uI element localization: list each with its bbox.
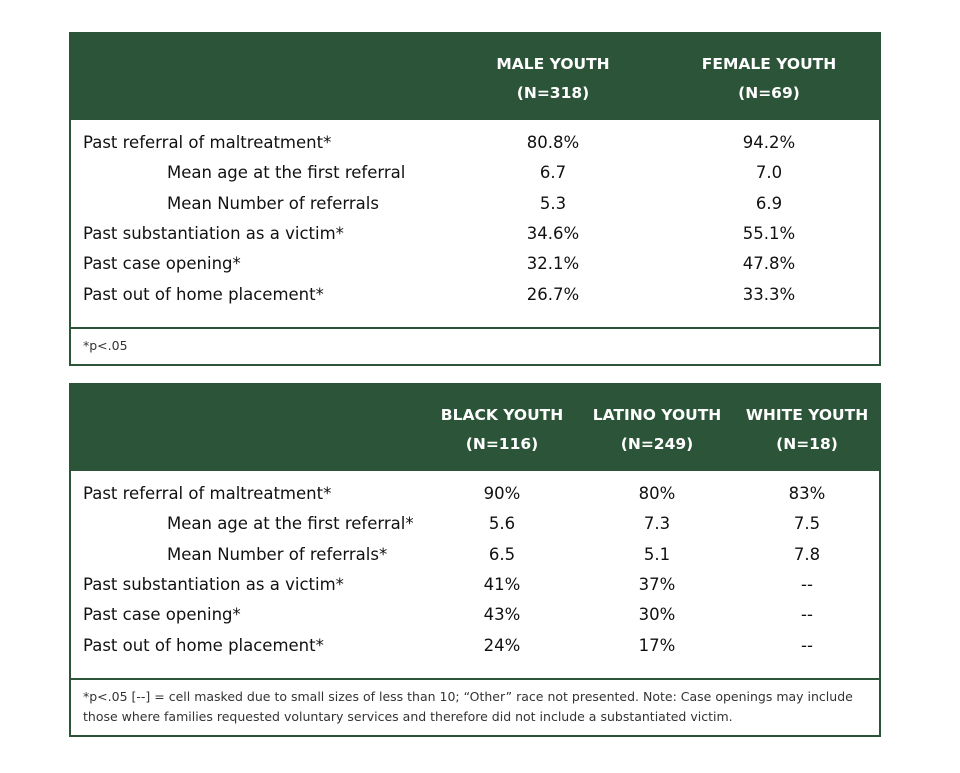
column-title: WHITE YOUTH xyxy=(745,406,869,424)
row-label: Past substantiation as a victim* xyxy=(83,223,344,243)
cell-value: 5.6 xyxy=(488,514,516,534)
row-label: Past case opening* xyxy=(83,254,241,274)
cell-value: 80% xyxy=(638,484,676,503)
cell-value: -- xyxy=(801,605,813,625)
cell-value: 7.3 xyxy=(643,514,671,534)
cell-value: 7.8 xyxy=(793,544,821,564)
column-header-black: BLACK YOUTH (N=116) xyxy=(441,401,563,459)
table-row: Past substantiation as a victim* 34.6% 55.… xyxy=(71,224,879,254)
row-label: Past case opening* xyxy=(83,605,241,625)
cell-value: 30% xyxy=(638,605,676,625)
column-title: MALE YOUTH xyxy=(496,55,610,73)
cell-value: 6.7 xyxy=(539,163,567,183)
column-n: (N=249) xyxy=(620,435,694,453)
table-row: Mean age at the first referral 6.7 7.0 xyxy=(71,163,879,193)
table-row: Past referral of maltreatment* 90% 80% 83% xyxy=(71,484,879,514)
table-row: Past out of home placement* 24% 17% -- xyxy=(71,636,879,666)
race-table-body: Past referral of maltreatment* 90% 80% 83% M… xyxy=(71,469,879,678)
row-label: Mean Number of referrals xyxy=(167,193,379,213)
table-row: Past out of home placement* 26.7% 33.3% xyxy=(71,285,879,315)
gender-table-header: MALE YOUTH (N=318) FEMALE YOUTH (N=69) xyxy=(71,34,879,118)
footnote: *p<.05 xyxy=(71,327,879,364)
column-header-male: MALE YOUTH (N=318) xyxy=(496,50,609,108)
cell-value: 26.7% xyxy=(526,284,580,304)
row-label: Mean age at the first referral* xyxy=(167,514,414,534)
cell-value: 5.1 xyxy=(643,544,671,564)
cell-value: -- xyxy=(801,635,813,655)
cell-value: 32.1% xyxy=(526,254,580,274)
cell-value: 83% xyxy=(788,484,826,503)
cell-value: -- xyxy=(801,574,813,594)
cell-value: 41% xyxy=(483,574,521,594)
row-label: Past out of home placement* xyxy=(83,284,324,304)
column-header-female: FEMALE YOUTH (N=69) xyxy=(702,50,836,108)
cell-value: 55.1% xyxy=(742,223,796,243)
row-label: Past substantiation as a victim* xyxy=(83,574,344,594)
table-row: Mean age at the first referral* 5.6 7.3 7.5 xyxy=(71,514,879,544)
table-row: Past substantiation as a victim* 41% 37% -- xyxy=(71,575,879,605)
cell-value: 6.5 xyxy=(488,544,516,564)
race-table: BLACK YOUTH (N=116) LATINO YOUTH (N=249) W… xyxy=(69,383,881,737)
row-label: Past out of home placement* xyxy=(83,635,324,655)
column-header-white: WHITE YOUTH (N=18) xyxy=(746,401,868,459)
cell-value: 43% xyxy=(483,605,521,625)
cell-value: 90% xyxy=(483,484,521,503)
cell-value: 17% xyxy=(638,635,676,655)
cell-value: 5.3 xyxy=(539,193,567,213)
column-title: BLACK YOUTH xyxy=(440,406,564,424)
table-row: Past case opening* 32.1% 47.8% xyxy=(71,254,879,284)
cell-value: 33.3% xyxy=(742,284,796,304)
gender-table-body: Past referral of maltreatment* 80.8% 94.2%… xyxy=(71,118,879,327)
column-header-latino: LATINO YOUTH (N=249) xyxy=(593,401,722,459)
table-row: Past referral of maltreatment* 80.8% 94.2% xyxy=(71,133,879,163)
column-n: (N=69) xyxy=(738,84,800,102)
row-label: Past referral of maltreatment* xyxy=(83,484,332,503)
cell-value: 7.0 xyxy=(755,163,783,183)
race-table-header: BLACK YOUTH (N=116) LATINO YOUTH (N=249) W… xyxy=(71,385,879,469)
column-n: (N=116) xyxy=(465,435,539,453)
column-title: FEMALE YOUTH xyxy=(701,55,837,73)
cell-value: 7.5 xyxy=(793,514,821,534)
row-label: Mean Number of referrals* xyxy=(167,544,388,564)
cell-value: 6.9 xyxy=(755,193,783,213)
column-n: (N=318) xyxy=(516,84,590,102)
cell-value: 37% xyxy=(638,574,676,594)
table-row: Past case opening* 43% 30% -- xyxy=(71,605,879,635)
cell-value: 34.6% xyxy=(526,223,580,243)
column-n: (N=18) xyxy=(776,435,838,453)
cell-value: 47.8% xyxy=(742,254,796,274)
column-title: LATINO YOUTH xyxy=(592,406,722,424)
row-label: Mean age at the first referral xyxy=(167,163,406,183)
table-row: Mean Number of referrals* 6.5 5.1 7.8 xyxy=(71,545,879,575)
table-row: Mean Number of referrals 5.3 6.9 xyxy=(71,194,879,224)
gender-table: MALE YOUTH (N=318) FEMALE YOUTH (N=69) Pas… xyxy=(69,32,881,366)
row-label: Past referral of maltreatment* xyxy=(83,133,332,152)
footnote: *p<.05 [--] = cell masked due to small s… xyxy=(71,678,879,735)
cell-value: 24% xyxy=(483,635,521,655)
cell-value: 94.2% xyxy=(742,133,796,152)
cell-value: 80.8% xyxy=(526,133,580,152)
